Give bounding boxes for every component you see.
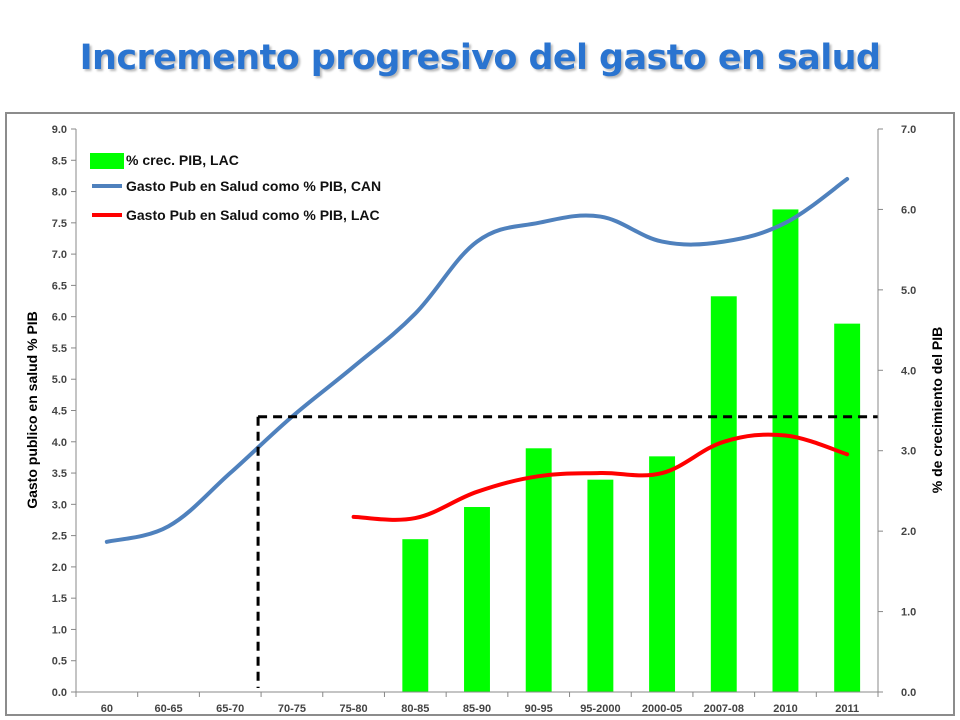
bar-crec-pib-lac xyxy=(464,507,490,692)
x-tick-label: 80-85 xyxy=(401,703,429,715)
x-tick-label: 2007-08 xyxy=(704,703,744,715)
y-tick-label-right: 3.0 xyxy=(901,446,916,458)
y-tick-label-left: 2.0 xyxy=(52,562,67,574)
bars-layer xyxy=(402,209,861,692)
x-tick-label: 95-2000 xyxy=(580,703,620,715)
y-tick-label-right: 6.0 xyxy=(901,204,916,216)
x-tick-label: 60 xyxy=(101,703,113,715)
y-tick-label-right: 5.0 xyxy=(901,285,916,297)
bar-crec-pib-lac xyxy=(834,323,861,692)
bar-crec-pib-lac xyxy=(710,296,737,692)
bar-crec-pib-lac xyxy=(402,539,429,692)
bar-crec-pib-lac xyxy=(649,456,676,692)
x-tick-label: 65-70 xyxy=(216,703,244,715)
axes: 0.0 0.5 1.0 1.5 2.0 2.5 3.0 3.5 4.0 4.5 5.0 5.5 6.0 6… xyxy=(52,124,917,715)
line-gasto-can xyxy=(104,177,850,544)
y-tick-label-left: 6.5 xyxy=(52,280,67,292)
legend-label-can: Gasto Pub en Salud como % PIB, CAN xyxy=(126,178,381,194)
x-tick-label: 2011 xyxy=(835,703,859,715)
y-tick-label-right: 1.0 xyxy=(901,607,916,619)
page-title: Incremento progresivo del gasto en salud xyxy=(79,38,881,78)
y-tick-label-right: 4.0 xyxy=(901,365,916,377)
y-tick-label-left: 8.5 xyxy=(52,155,67,167)
y-tick-label-left: 8.0 xyxy=(52,187,67,199)
chart-frame xyxy=(5,112,955,716)
y-tick-label-right: 2.0 xyxy=(901,526,916,538)
y-axis-title-left: Gasto publico en salud % PIB xyxy=(24,311,40,509)
bar-crec-pib-lac xyxy=(772,209,799,692)
legend-swatch-bars xyxy=(90,153,124,169)
y-tick-label-left: 6.0 xyxy=(52,312,67,324)
y-tick-label-left: 7.0 xyxy=(52,249,67,261)
y-tick-label-left: 3.5 xyxy=(52,468,67,480)
y-tick-label-left: 9.0 xyxy=(52,124,67,136)
legend-label-bars: % crec. PIB, LAC xyxy=(126,152,239,168)
y-tick-label-left: 7.5 xyxy=(52,218,67,230)
legend: % crec. PIB, LAC Gasto Pub en Salud como… xyxy=(90,152,381,223)
x-tick-label: 60-65 xyxy=(154,703,182,715)
y-tick-label-left: 2.5 xyxy=(52,531,67,543)
reference-lines xyxy=(256,415,878,688)
y-tick-label-left: 0.0 xyxy=(52,687,67,699)
y-tick-label-left: 1.5 xyxy=(52,593,67,605)
lines-layer xyxy=(104,177,850,544)
x-tick-label: 70-75 xyxy=(278,703,306,715)
y-tick-label-left: 5.5 xyxy=(52,343,67,355)
legend-label-lac: Gasto Pub en Salud como % PIB, LAC xyxy=(126,207,380,223)
bar-crec-pib-lac xyxy=(525,448,552,692)
y-tick-label-left: 4.5 xyxy=(52,406,67,418)
y-tick-label-right: 0.0 xyxy=(901,687,916,699)
y-tick-label-left: 4.0 xyxy=(52,437,67,449)
y-axis-title-right: % de crecimiento del PIB xyxy=(929,327,945,494)
line-gasto-lac xyxy=(351,432,850,522)
x-tick-label: 85-90 xyxy=(463,703,491,715)
y-tick-label-left: 3.0 xyxy=(52,499,67,511)
y-tick-label-left: 1.0 xyxy=(52,624,67,636)
x-tick-label: 2000-05 xyxy=(642,703,682,715)
x-tick-label: 75-80 xyxy=(340,703,368,715)
x-tick-label: 2010 xyxy=(773,703,797,715)
x-tick-label: 90-95 xyxy=(525,703,553,715)
y-tick-label-right: 7.0 xyxy=(901,124,916,136)
y-tick-label-left: 0.5 xyxy=(52,656,67,668)
y-tick-label-left: 5.0 xyxy=(52,374,67,386)
bar-crec-pib-lac xyxy=(587,479,614,692)
